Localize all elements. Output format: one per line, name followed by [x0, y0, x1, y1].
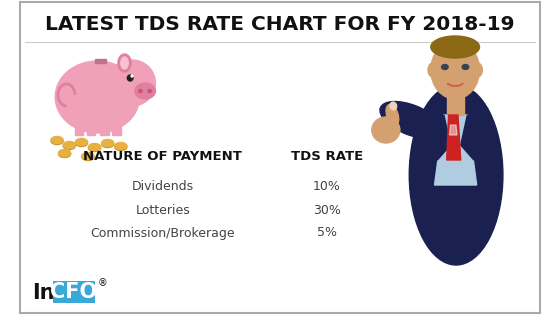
- Text: LATEST TDS RATE CHART FOR FY 2018-19: LATEST TDS RATE CHART FOR FY 2018-19: [45, 14, 515, 33]
- Ellipse shape: [82, 153, 94, 161]
- Ellipse shape: [63, 142, 76, 150]
- Polygon shape: [450, 125, 457, 135]
- Bar: [447, 97, 464, 115]
- Text: 5%: 5%: [317, 226, 337, 239]
- Ellipse shape: [115, 142, 127, 150]
- Ellipse shape: [118, 54, 131, 72]
- Ellipse shape: [409, 85, 503, 265]
- Text: Commission/Brokerage: Commission/Brokerage: [91, 226, 235, 239]
- Polygon shape: [461, 115, 482, 160]
- Polygon shape: [447, 115, 461, 160]
- Ellipse shape: [115, 144, 127, 151]
- Ellipse shape: [135, 83, 156, 99]
- Ellipse shape: [127, 75, 133, 81]
- Polygon shape: [435, 115, 477, 185]
- Text: ®: ®: [97, 278, 107, 288]
- Bar: [100, 117, 109, 135]
- Ellipse shape: [121, 57, 128, 69]
- Ellipse shape: [88, 145, 101, 152]
- Ellipse shape: [101, 140, 114, 147]
- Ellipse shape: [58, 150, 71, 157]
- Text: TDS RATE: TDS RATE: [291, 151, 363, 163]
- Bar: [113, 117, 121, 135]
- Ellipse shape: [82, 152, 94, 159]
- Text: Lotteries: Lotteries: [136, 203, 190, 216]
- Ellipse shape: [148, 89, 152, 93]
- Ellipse shape: [76, 139, 87, 146]
- Ellipse shape: [386, 105, 399, 126]
- Ellipse shape: [431, 41, 479, 99]
- Ellipse shape: [131, 75, 133, 77]
- Ellipse shape: [55, 61, 139, 133]
- FancyBboxPatch shape: [53, 281, 96, 303]
- Ellipse shape: [380, 101, 442, 139]
- Ellipse shape: [63, 141, 76, 148]
- Text: In: In: [32, 283, 54, 303]
- Ellipse shape: [390, 102, 396, 110]
- Bar: [87, 117, 96, 135]
- Ellipse shape: [462, 65, 469, 70]
- Ellipse shape: [88, 144, 101, 151]
- Ellipse shape: [372, 117, 400, 143]
- Ellipse shape: [51, 138, 63, 145]
- Ellipse shape: [473, 63, 482, 77]
- Ellipse shape: [76, 140, 87, 146]
- Polygon shape: [430, 115, 450, 160]
- Text: 10%: 10%: [313, 180, 341, 193]
- Bar: [75, 117, 83, 135]
- Ellipse shape: [109, 60, 156, 106]
- Ellipse shape: [58, 151, 71, 158]
- Ellipse shape: [51, 136, 63, 144]
- Text: Dividends: Dividends: [132, 180, 194, 193]
- Ellipse shape: [428, 63, 437, 77]
- Ellipse shape: [431, 36, 479, 58]
- Ellipse shape: [101, 140, 114, 146]
- Bar: [95, 59, 106, 63]
- Ellipse shape: [138, 89, 142, 93]
- Text: 30%: 30%: [313, 203, 341, 216]
- Text: NATURE OF PAYMENT: NATURE OF PAYMENT: [83, 151, 242, 163]
- Ellipse shape: [442, 65, 448, 70]
- Text: CFO: CFO: [50, 282, 97, 302]
